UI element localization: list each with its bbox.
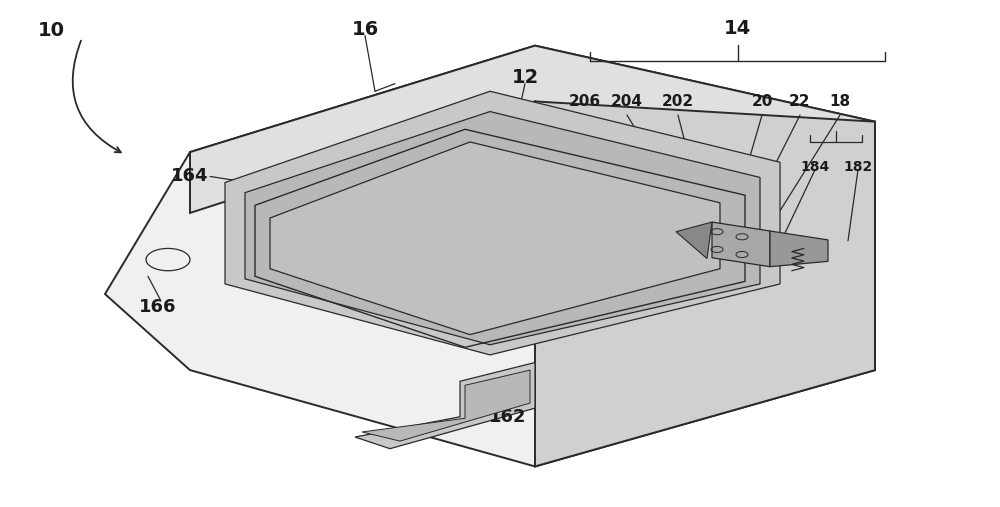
Polygon shape [712,222,770,267]
Text: 184: 184 [800,160,830,174]
Polygon shape [770,231,828,267]
Polygon shape [270,142,720,335]
Text: 166: 166 [139,298,177,316]
Polygon shape [355,363,535,449]
Text: 22: 22 [789,94,811,109]
Text: 204: 204 [611,94,643,109]
Polygon shape [676,222,712,259]
Text: 18: 18 [829,94,851,109]
Polygon shape [535,101,875,466]
Polygon shape [362,370,530,441]
Polygon shape [105,46,875,466]
Text: 202: 202 [662,94,694,109]
Text: 14: 14 [724,19,751,38]
Text: 12: 12 [511,68,539,87]
Text: 10: 10 [38,21,65,40]
Polygon shape [190,46,875,213]
Text: 206: 206 [569,94,601,109]
Text: 164: 164 [170,167,208,186]
Polygon shape [225,91,780,355]
Text: 162: 162 [489,408,527,426]
Text: 20: 20 [751,94,773,109]
Text: 182: 182 [843,160,873,174]
Text: 16: 16 [351,20,379,39]
Polygon shape [245,112,760,345]
